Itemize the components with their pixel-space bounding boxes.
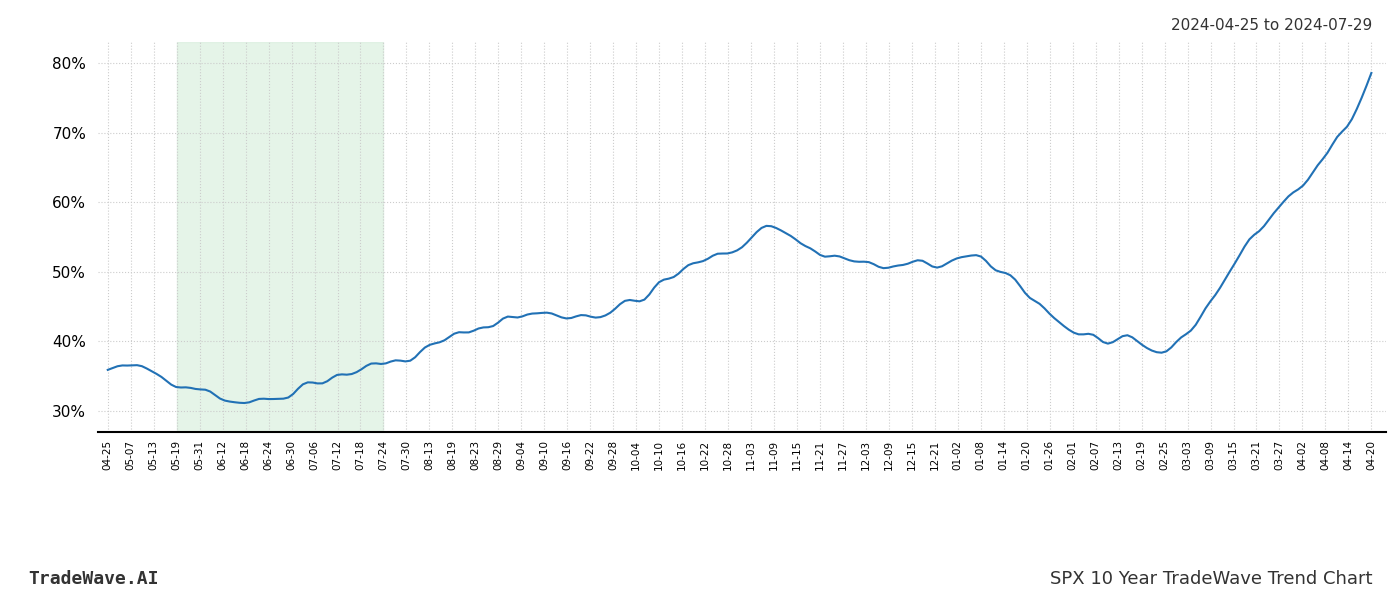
Text: TradeWave.AI: TradeWave.AI (28, 570, 158, 588)
Text: SPX 10 Year TradeWave Trend Chart: SPX 10 Year TradeWave Trend Chart (1050, 570, 1372, 588)
Text: 2024-04-25 to 2024-07-29: 2024-04-25 to 2024-07-29 (1170, 18, 1372, 33)
Bar (176, 42, 384, 432)
